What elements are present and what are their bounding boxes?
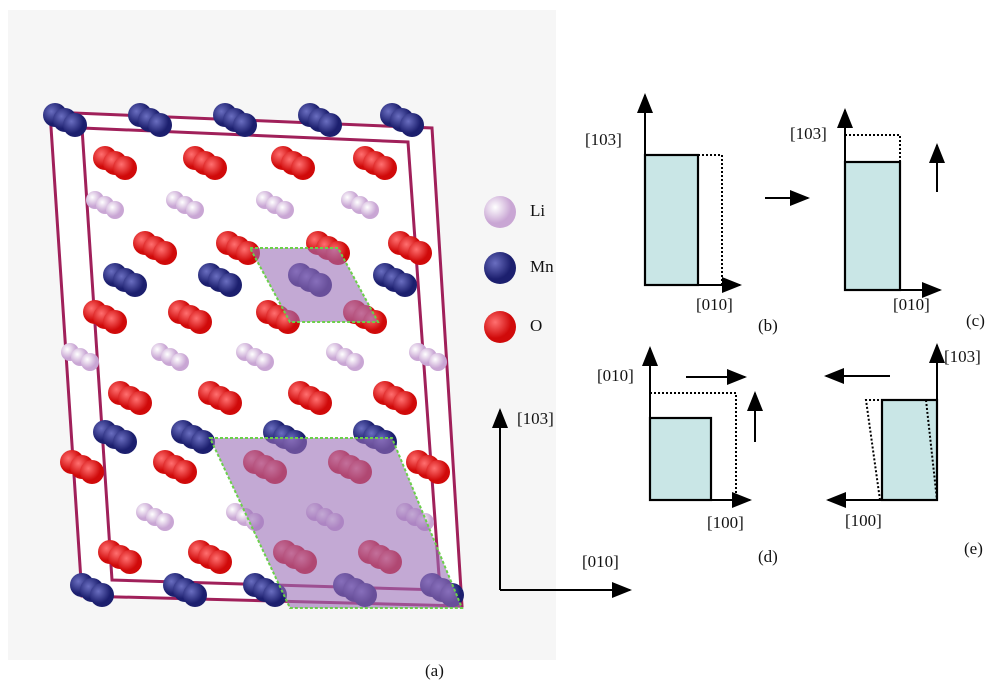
axis-label: [100] xyxy=(707,513,744,532)
atom xyxy=(291,156,315,180)
dotted-outline xyxy=(698,155,722,285)
panel-label: (a) xyxy=(425,661,444,680)
dotted-outline xyxy=(845,135,900,162)
atom xyxy=(123,273,147,297)
panel-label: (b) xyxy=(758,316,778,335)
atom xyxy=(318,113,342,137)
axis-label: [103] xyxy=(790,124,827,143)
panel-label: (d) xyxy=(758,547,778,566)
atom xyxy=(80,460,104,484)
atom xyxy=(186,201,204,219)
atom xyxy=(346,353,364,371)
legend-mn-marker xyxy=(484,252,516,284)
figure: Li Mn O [103] [010] (a) [103] [010] (b) … xyxy=(0,0,994,684)
legend-o-marker xyxy=(484,311,516,343)
legend-li-marker xyxy=(484,196,516,228)
cell-box xyxy=(650,418,711,500)
axis-label: [103] xyxy=(517,409,554,428)
atom xyxy=(171,353,189,371)
atom xyxy=(156,513,174,531)
atom xyxy=(256,353,274,371)
atom xyxy=(393,273,417,297)
legend-label: O xyxy=(530,316,542,335)
atom xyxy=(276,201,294,219)
panel-label: (c) xyxy=(966,311,985,330)
atom xyxy=(113,156,137,180)
atom xyxy=(118,550,142,574)
atom xyxy=(106,201,124,219)
panel-label: (e) xyxy=(964,539,983,558)
atom xyxy=(188,310,212,334)
axis-label: [010] xyxy=(597,366,634,385)
atom xyxy=(113,430,137,454)
atom xyxy=(400,113,424,137)
atom xyxy=(183,583,207,607)
axis-label: [100] xyxy=(845,511,882,530)
atom xyxy=(81,353,99,371)
legend-label: Li xyxy=(530,201,545,220)
atom xyxy=(208,550,232,574)
atom xyxy=(393,391,417,415)
atom xyxy=(148,113,172,137)
cell-box xyxy=(882,400,937,500)
axis-label: [010] xyxy=(696,295,733,314)
atom xyxy=(361,201,379,219)
atom xyxy=(408,241,432,265)
legend-label: Mn xyxy=(530,257,554,276)
atom xyxy=(153,241,177,265)
atom xyxy=(218,273,242,297)
atom xyxy=(429,353,447,371)
axis-label: [103] xyxy=(585,130,622,149)
atom xyxy=(218,391,242,415)
cell-box xyxy=(645,155,698,285)
axis-label: [010] xyxy=(893,295,930,314)
atom xyxy=(373,156,397,180)
atom xyxy=(90,583,114,607)
atom xyxy=(233,113,257,137)
atom xyxy=(173,460,197,484)
cell-box xyxy=(845,162,900,290)
atom xyxy=(103,310,127,334)
axis-label: [103] xyxy=(944,347,981,366)
atom xyxy=(426,460,450,484)
atom xyxy=(203,156,227,180)
axis-label: [010] xyxy=(582,552,619,571)
atom xyxy=(63,113,87,137)
atom xyxy=(308,391,332,415)
atom xyxy=(128,391,152,415)
